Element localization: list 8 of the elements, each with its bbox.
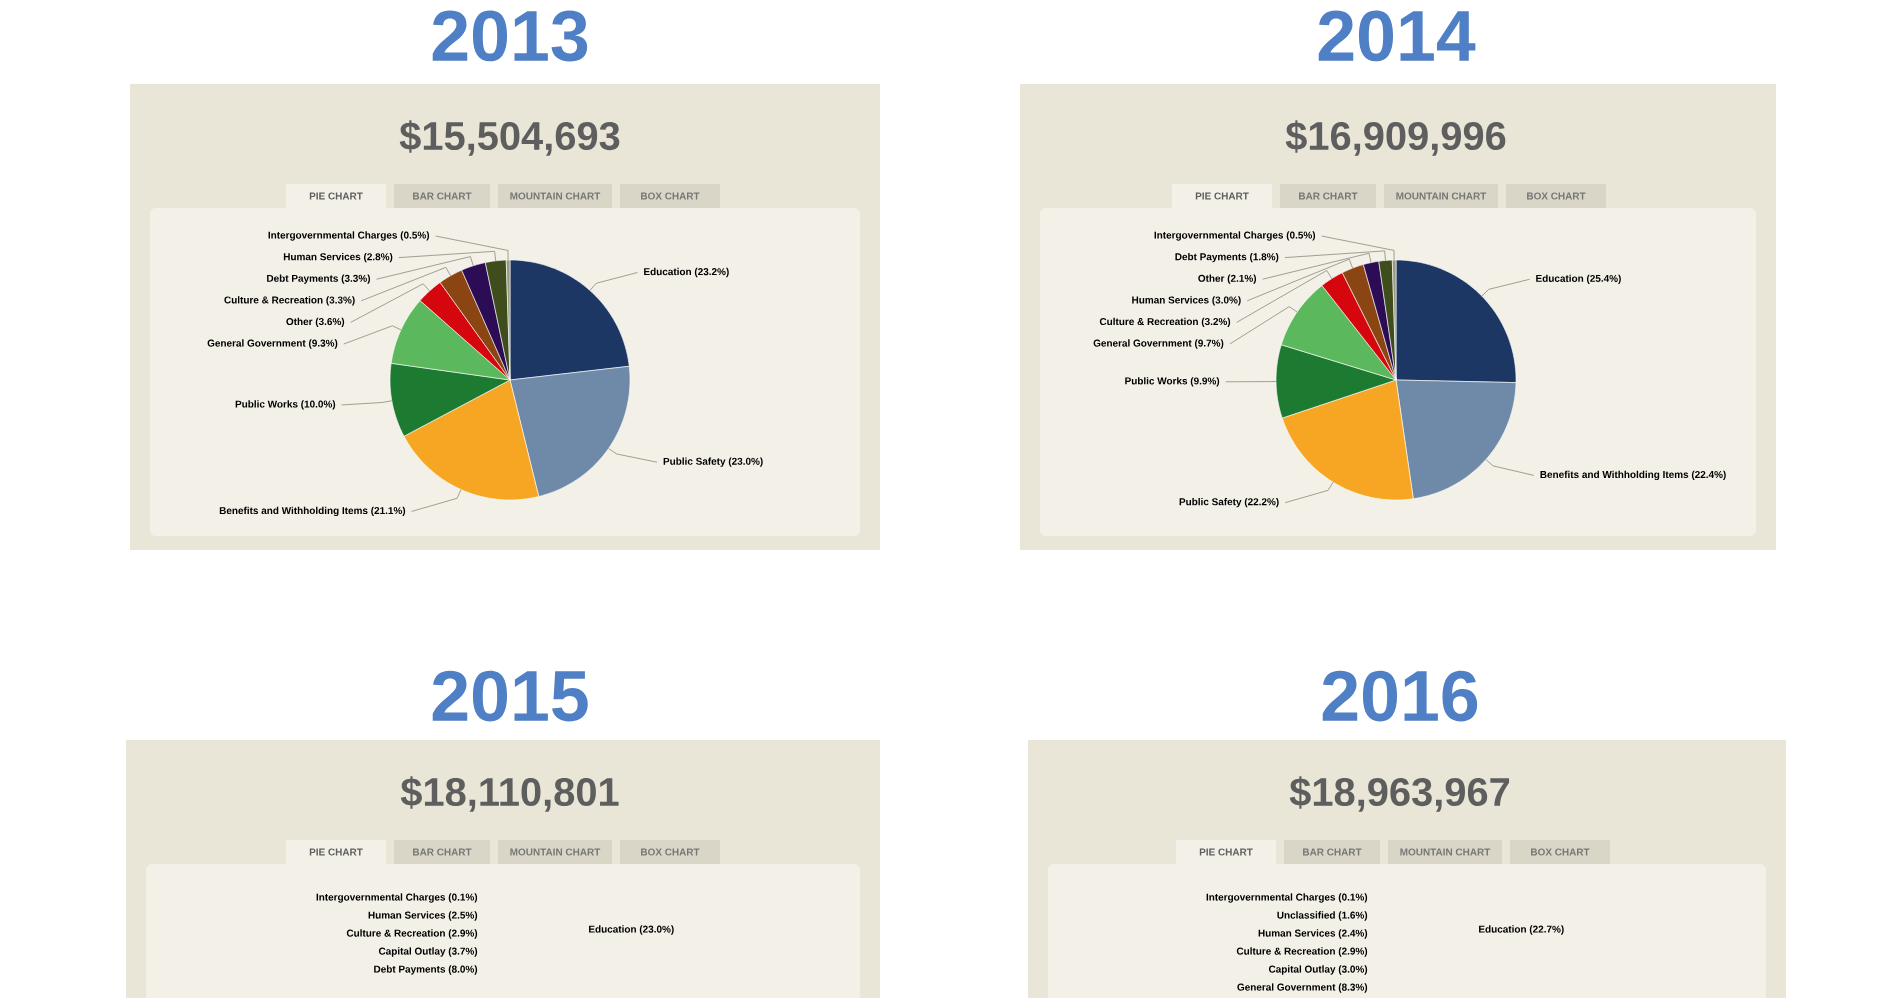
text: 2016 [1322, 670, 1478, 722]
chart-subtitle: $15,504,693 [399, 120, 620, 156]
chart-subtitle: $16,909,996 [1285, 120, 1506, 156]
text: $18,963,967 [1289, 776, 1510, 812]
text: $18,110,801 [400, 776, 619, 812]
chart-title: 2014 [1318, 10, 1476, 62]
text: 2015 [432, 670, 588, 722]
chart-title: 2013 [432, 10, 588, 62]
